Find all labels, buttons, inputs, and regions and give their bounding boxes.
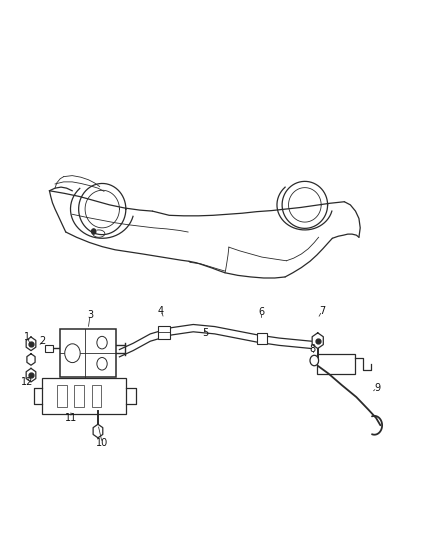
Bar [45,344,53,352]
Circle shape [92,229,96,234]
Text: 9: 9 [374,383,380,393]
Circle shape [65,344,80,362]
Text: 3: 3 [87,310,93,320]
Text: 2: 2 [39,336,45,346]
Text: 4: 4 [158,306,164,316]
Bar [57,385,67,407]
Text: 1: 1 [24,332,30,342]
Text: 8: 8 [310,344,316,354]
Bar [74,385,84,407]
Bar [42,378,126,414]
Circle shape [310,356,318,366]
Circle shape [97,336,107,349]
Bar [60,329,116,377]
Text: 5: 5 [202,328,208,338]
Text: 7: 7 [319,306,325,316]
Text: 6: 6 [258,308,264,318]
Bar [92,385,101,407]
Circle shape [97,358,107,370]
Bar [159,326,170,339]
Bar [257,333,267,344]
Text: 10: 10 [96,438,108,448]
Text: 12: 12 [21,377,33,387]
Text: 11: 11 [65,413,77,423]
Bar [317,354,356,374]
